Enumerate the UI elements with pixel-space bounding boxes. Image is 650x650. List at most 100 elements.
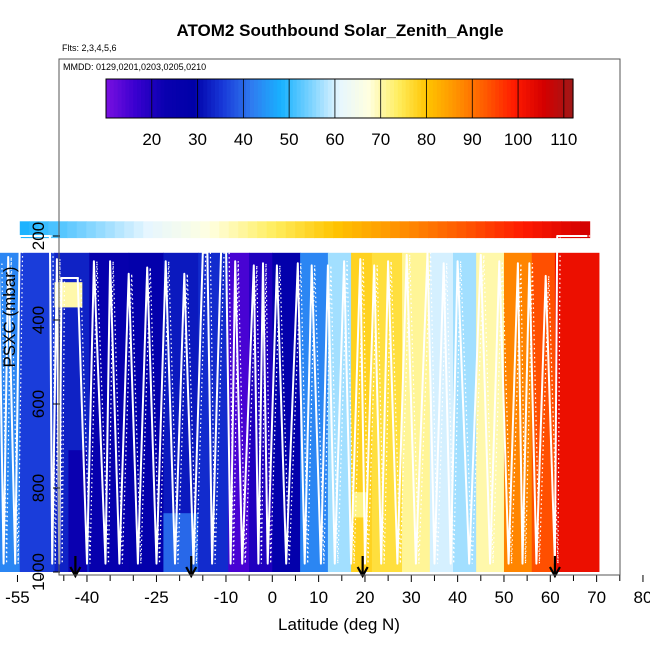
colorbar-swatch: [335, 79, 341, 118]
colorbar-swatch: [292, 79, 298, 118]
colorbar-swatch: [495, 79, 500, 118]
colorbar-swatch: [207, 79, 212, 118]
x-tick-label: 20: [356, 588, 375, 607]
colorbar-swatch: [506, 79, 512, 118]
flights-note: Flts: 2,3,4,5,6: [62, 43, 117, 53]
colorbar-swatch: [226, 79, 232, 118]
colorbar-swatch: [370, 79, 376, 118]
heatmap-band-cell: [504, 221, 515, 239]
colorbar-swatch: [214, 79, 220, 118]
heatmap-band-cell: [219, 221, 230, 239]
colorbar-swatch: [471, 79, 477, 118]
colorbar-swatch: [141, 79, 146, 118]
heatmap-band-cell: [314, 221, 325, 239]
heatmap-band-cell: [428, 221, 439, 239]
y-tick-label: 800: [29, 474, 48, 502]
heatmap-band-cell: [29, 221, 40, 239]
heatmap-band-cell: [352, 221, 363, 239]
heatmap-band-cell: [190, 221, 201, 239]
heatmap-band-cell: [48, 221, 59, 239]
flight-track-line: [0, 235, 588, 565]
x-axis-label: Latitude (deg N): [278, 615, 400, 634]
heatmap-band-cell: [523, 221, 534, 239]
colorbar-swatch: [222, 79, 228, 118]
colorbar-swatch: [487, 79, 492, 118]
x-tick-label: 80: [634, 588, 650, 607]
colorbar-tick-label: 110: [550, 130, 577, 149]
colorbar-swatch: [413, 79, 418, 118]
colorbar-swatch: [499, 79, 504, 118]
y-tick-label: 200: [29, 222, 48, 250]
colorbar-swatch: [288, 79, 294, 118]
colorbar-swatch: [514, 79, 520, 118]
heatmap-band-cell: [143, 221, 154, 239]
heatmap-band-cell: [323, 221, 334, 239]
colorbar-swatch: [172, 79, 177, 118]
heatmap-band-cell: [580, 221, 591, 239]
colorbar-swatch: [113, 79, 119, 118]
colorbar-swatch: [121, 79, 127, 118]
colorbar-swatch: [316, 79, 321, 118]
x-tick-label: 70: [587, 588, 606, 607]
colorbar-swatch: [393, 79, 399, 118]
heatmap-band-cell: [390, 221, 401, 239]
colorbar-swatch: [483, 79, 488, 118]
heatmap-band-cell: [399, 221, 410, 239]
heatmap-band-cell: [95, 221, 106, 239]
heatmap-band-cell: [466, 221, 477, 239]
colorbar-tick-label: 60: [325, 130, 344, 149]
heatmap-column: [19, 252, 56, 573]
heatmap-band-cell: [371, 221, 382, 239]
x-tick-label: 30: [402, 588, 421, 607]
heatmap-band-cell: [181, 221, 192, 239]
heatmap-band-cell: [257, 221, 268, 239]
colorbar-swatch: [366, 79, 372, 118]
colorbar-swatch: [261, 79, 267, 118]
heatmap-band-cell: [105, 221, 116, 239]
colorbar-swatch: [191, 79, 197, 118]
colorbar-swatch: [160, 79, 165, 118]
colorbar-swatch: [522, 79, 527, 118]
colorbar-swatch: [331, 79, 337, 118]
chart-title: ATOM2 Southbound Solar_Zenith_Angle: [176, 21, 503, 40]
colorbar-tick-label: 70: [371, 130, 390, 149]
x-tick-label: 60: [541, 588, 560, 607]
heatmap-band-cell: [266, 221, 277, 239]
heatmap-band-cell: [171, 221, 182, 239]
colorbar-swatch: [308, 79, 313, 118]
colorbar-swatch: [257, 79, 263, 118]
colorbar-swatch: [358, 79, 364, 118]
colorbar-swatch: [179, 79, 185, 118]
colorbar-swatch: [491, 79, 496, 118]
heatmap-band-cell: [409, 221, 420, 239]
colorbar-swatch: [429, 79, 434, 118]
colorbar-swatch: [456, 79, 461, 118]
colorbar-swatch: [176, 79, 181, 118]
colorbar-swatch: [168, 79, 173, 118]
colorbar-swatch: [109, 79, 115, 118]
colorbar-swatch: [246, 79, 251, 118]
heatmap-band-cell: [200, 221, 211, 239]
x-tick-label: 0: [268, 588, 277, 607]
heatmap-band-cell: [456, 221, 467, 239]
colorbar-swatch: [565, 79, 570, 118]
heatmap-band-cell: [513, 221, 524, 239]
heatmap-band-cell: [276, 221, 287, 239]
colorbar-swatch: [460, 79, 465, 118]
dates-note: MMDD: 0129,0201,0203,0205,0210: [63, 62, 206, 72]
colorbar-swatch: [230, 79, 236, 118]
heatmap-band-cell: [238, 221, 249, 239]
colorbar-swatch: [444, 79, 450, 118]
colorbar: 20 30 40 50 60 70 80 90 100 110: [105, 78, 577, 149]
colorbar-swatch: [156, 79, 162, 118]
arrow-head: [69, 566, 82, 579]
colorbar-swatch: [249, 79, 255, 118]
colorbar-swatch: [425, 79, 430, 118]
colorbar-swatch: [273, 79, 278, 118]
heatmap-band-cell: [133, 221, 144, 239]
y-axis: 200 400 600 800 1000: [29, 222, 60, 591]
heatmap-band-cell: [38, 221, 49, 239]
colorbar-swatch: [467, 79, 473, 118]
heatmap-band-cell: [295, 221, 306, 239]
